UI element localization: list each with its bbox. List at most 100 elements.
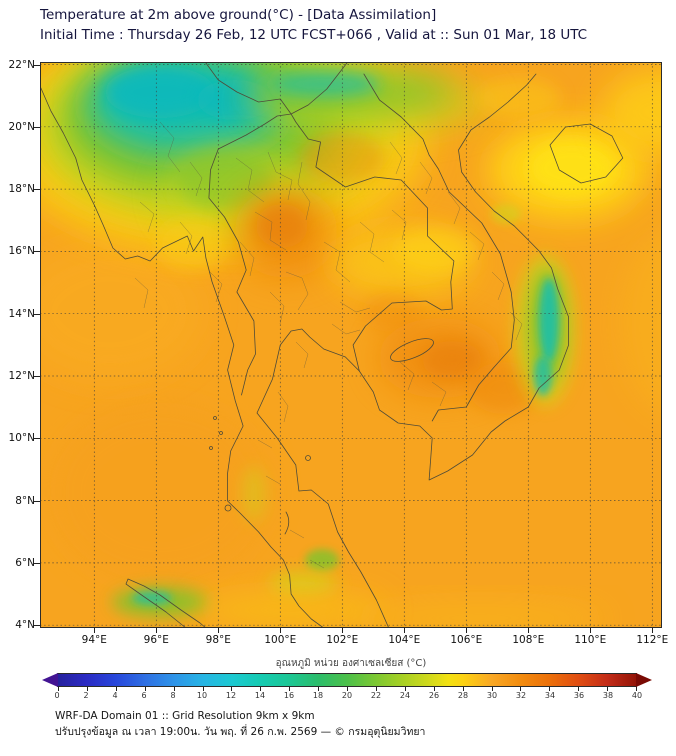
province-line	[189, 161, 203, 197]
lon-tick-label: 108°E	[512, 634, 545, 646]
colorbar-tick-label: 4	[112, 691, 118, 700]
lon-tick-mark	[528, 628, 530, 633]
province-line	[391, 209, 407, 241]
lat-tick-label: 16°N	[8, 245, 35, 258]
lat-tick-mark	[33, 625, 40, 627]
small-island	[213, 416, 217, 420]
colorbar-tick-mark	[173, 687, 175, 691]
temp-blob	[132, 591, 172, 605]
lat-tick-mark	[33, 189, 40, 191]
map-svg	[39, 62, 662, 629]
province-line	[179, 221, 193, 255]
colorbar-tick-mark	[520, 687, 522, 691]
colorbar-tick-mark	[115, 687, 117, 691]
province-line	[509, 311, 523, 341]
colorbar-tick-mark	[549, 687, 551, 691]
lat-tick-label: 22°N	[8, 58, 35, 71]
lon-tick-mark	[652, 628, 654, 633]
lat-tick-mark	[33, 313, 40, 315]
colorbar-tick-mark	[318, 687, 320, 691]
colorbar-arrow-left	[42, 673, 58, 687]
temp-blob	[539, 278, 559, 362]
province-line	[309, 559, 325, 569]
footer-domain-info: WRF-DA Domain 01 :: Grid Resolution 9km …	[55, 710, 315, 722]
border-thailand-myanmar	[208, 113, 292, 396]
temp-blob	[270, 71, 380, 97]
temperature-field	[40, 62, 662, 628]
samui-island	[305, 455, 311, 461]
colorbar-tick-label: 18	[312, 691, 324, 700]
lon-tick-mark	[342, 628, 344, 633]
colorbar-ticks: 0 2 4 6 8 10 12 14 16 18 20 22 24 26 28 30 32 34 36 38 40	[54, 691, 642, 701]
temp-blob	[177, 150, 273, 210]
temp-blob	[256, 204, 308, 248]
colorbar-tick-label: 12	[225, 691, 237, 700]
colorbar-tick-mark	[347, 687, 348, 691]
province-line	[389, 141, 403, 175]
colorbar-tick-mark	[144, 687, 146, 691]
colorbar-tick-mark	[375, 687, 377, 691]
province-line	[297, 161, 311, 221]
province-line	[469, 231, 485, 261]
province-line	[431, 381, 447, 407]
hainan-island	[549, 123, 624, 184]
lat-tick-mark	[33, 251, 40, 253]
lon-tick-label: 102°E	[326, 634, 359, 646]
lat-tick-mark	[33, 562, 40, 564]
colorbar-tick-label: 30	[486, 691, 498, 700]
province-line	[265, 475, 281, 485]
colorbar-gradient	[58, 674, 636, 686]
map-frame	[40, 62, 662, 628]
province-line	[399, 361, 415, 391]
lon-tick-label: 96°E	[143, 634, 169, 646]
lon-tick-label: 112°E	[636, 634, 669, 646]
province-line	[254, 211, 287, 251]
country-borders	[39, 62, 624, 629]
coastline-east	[256, 73, 569, 629]
colorbar-tick-label: 16	[283, 691, 295, 700]
colorbar-tick-label: 34	[544, 691, 556, 700]
lon-tick-mark	[94, 628, 96, 633]
lat-tick-mark	[33, 126, 40, 128]
small-island	[219, 431, 223, 435]
lat-tick-label: 14°N	[8, 307, 35, 320]
lon-tick-mark	[404, 628, 406, 633]
province-line	[267, 151, 293, 201]
colorbar-tick-label: 20	[341, 691, 353, 700]
province-line	[419, 161, 433, 195]
temp-blob	[195, 592, 385, 628]
temp-blob	[300, 132, 384, 184]
colorbar-tick-label: 10	[196, 691, 208, 700]
colorbar-tick-label: 24	[399, 691, 411, 700]
province-line	[285, 271, 309, 311]
border-myanmar-china	[205, 62, 292, 115]
province-line	[257, 439, 273, 449]
colorbar-tick-label: 36	[573, 691, 585, 700]
lat-tick-mark	[33, 64, 40, 66]
colorbar-tick-mark	[607, 687, 609, 691]
colorbar-tick-label: 8	[170, 691, 176, 700]
province-line	[134, 277, 149, 309]
lat-tick-label: 6°N	[15, 556, 35, 569]
border-laos-vietnam	[363, 73, 512, 293]
lat-tick-label: 20°N	[8, 120, 35, 133]
colorbar-tick-mark	[491, 687, 493, 691]
temp-blob	[269, 571, 337, 595]
colorbar-tick-mark	[636, 687, 637, 691]
colorbar-tick-label: 38	[602, 691, 614, 700]
border-thailand-cambodia-laos	[290, 113, 455, 372]
province-line	[269, 291, 285, 325]
songkhla-lagoon	[284, 511, 290, 535]
province-line	[277, 391, 289, 423]
colorbar-tick-mark	[202, 687, 204, 691]
title-block: Temperature at 2m above ground(°C) - [Da…	[40, 6, 587, 45]
colorbar-tick-mark	[86, 687, 88, 691]
colorbar-arrow-right	[636, 673, 652, 687]
colorbar-tick-mark	[578, 687, 580, 691]
lat-tick-label: 18°N	[8, 183, 35, 196]
temp-blob	[621, 230, 662, 414]
province-line	[339, 301, 371, 313]
province-line	[447, 191, 461, 225]
temp-blob	[602, 70, 662, 154]
